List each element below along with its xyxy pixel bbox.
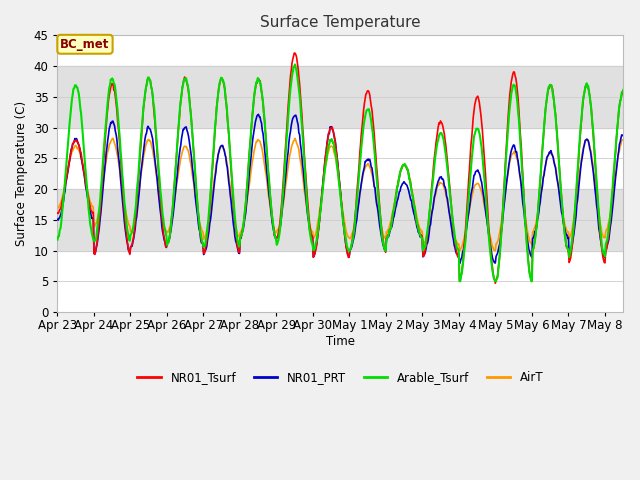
Bar — [58, 189, 623, 251]
Legend: NR01_Tsurf, NR01_PRT, Arable_Tsurf, AirT: NR01_Tsurf, NR01_PRT, Arable_Tsurf, AirT — [132, 367, 548, 389]
Y-axis label: Surface Temperature (C): Surface Temperature (C) — [15, 101, 28, 246]
X-axis label: Time: Time — [326, 335, 355, 348]
Title: Surface Temperature: Surface Temperature — [260, 15, 420, 30]
Bar — [58, 66, 623, 128]
Text: BC_met: BC_met — [60, 38, 109, 51]
